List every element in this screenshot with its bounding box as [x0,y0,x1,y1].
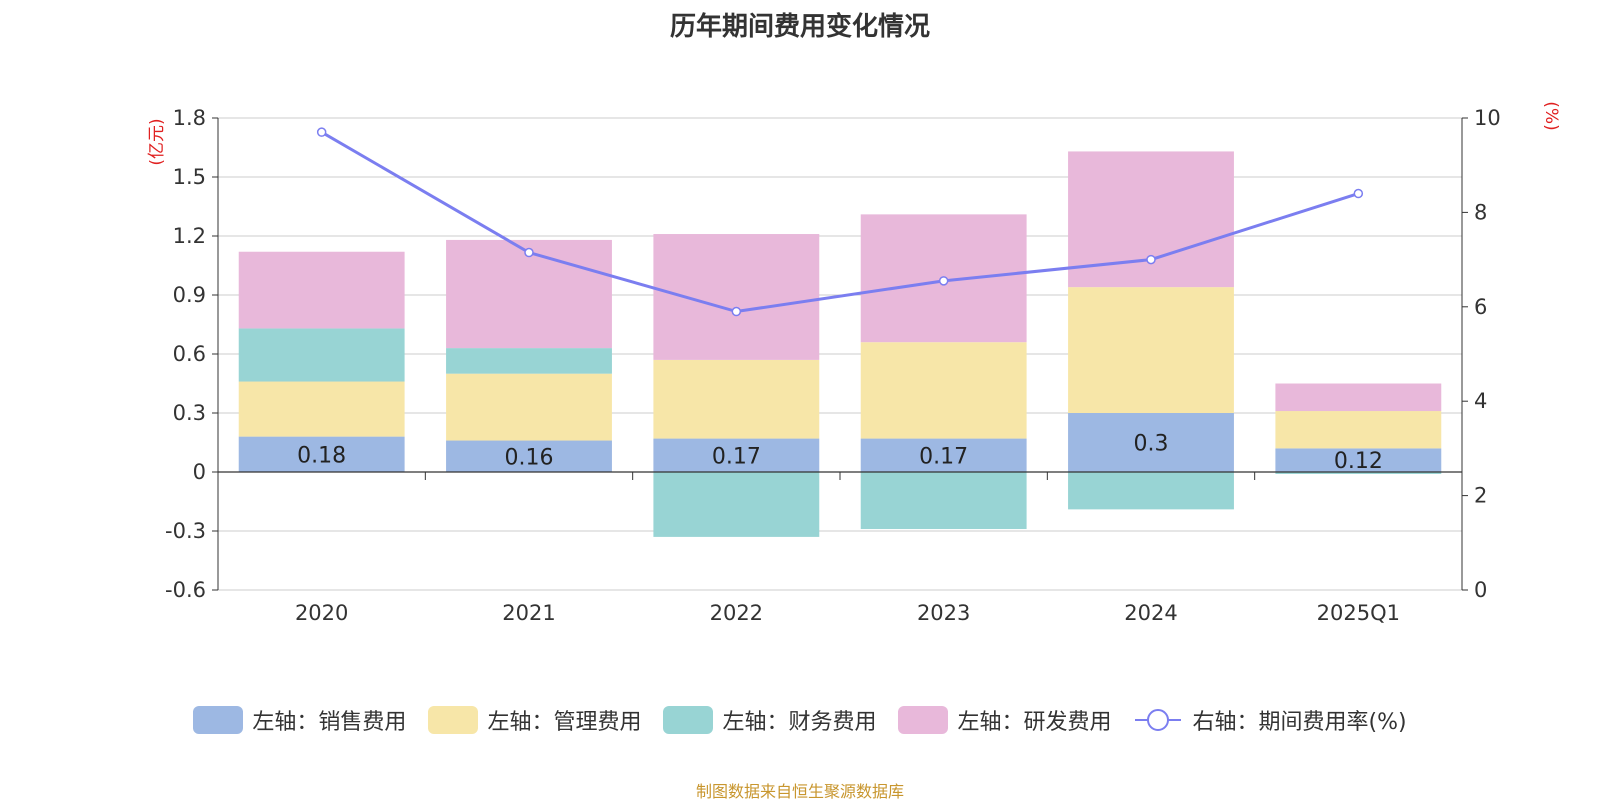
left-axis-tick-label: 1.5 [173,165,206,189]
legend-item[interactable]: 左轴：管理费用 [428,704,641,736]
bar-segment [446,373,612,441]
bar-segment [238,328,405,382]
bar-segment [1275,472,1442,474]
bar-data-label: 0.17 [919,444,968,469]
legend-swatch [663,706,714,734]
chart-plot: 1.8 1.5 1.2 0.9 0.6 0.3 0 -0.3 -0.6 10 8 6 4 2 0 (亿元) (%… [147,101,1561,625]
left-axis-tick-label: 0.9 [173,283,206,307]
x-axis-tick-label: 2022 [710,601,763,625]
left-axis-unit: (亿元) [147,118,167,165]
legend-label: 左轴：管理费用 [487,710,642,735]
legend-swatch [898,706,949,734]
legend-swatch [428,706,479,734]
bar-segment [1275,383,1442,412]
left-axis-tick-label: 1.2 [173,224,206,248]
right-axis-tick-label: 0 [1474,578,1487,602]
x-axis-tick-label: 2023 [917,601,970,625]
bar-segment [1275,411,1442,449]
left-axis-tick-label: 0.3 [173,401,206,425]
left-axis-tick-label: 0.6 [173,342,206,366]
bar-segment [1068,413,1234,472]
x-axis-tick-label: 2021 [502,601,555,625]
x-axis-tick-label: 2025Q1 [1317,601,1400,625]
right-axis-tick-label: 8 [1474,200,1487,224]
rate-point [1353,188,1364,199]
left-axis-tick-label: -0.6 [165,578,206,602]
rate-point [524,247,534,258]
bar-data-label: 0.18 [297,443,346,468]
bar-segment [653,472,820,537]
bar-segment [238,381,405,437]
bar-segment [653,234,820,360]
rate-point [1146,254,1156,265]
bar-segment [1068,472,1234,510]
legend-label: 右轴：期间费用率(%) [1192,710,1407,735]
left-axis-tick-label: 0 [193,460,206,484]
bar-data-label: 0.3 [1134,432,1169,457]
rate-line [320,130,1359,314]
bar-segment [446,239,612,349]
right-axis-tick-label: 10 [1474,106,1501,130]
bar-data-label: 0.12 [1334,449,1383,474]
left-axis-tick-label: -0.3 [165,519,206,543]
legend-label: 左轴：销售费用 [252,710,407,735]
left-axis-tick-label: 1.8 [173,106,206,130]
bar-segment [860,472,1027,530]
bar-segment [238,436,405,472]
rate-point [731,306,742,317]
bar-segment [1068,287,1234,413]
bar-segment [860,342,1027,439]
bar-segment [653,438,820,472]
bar-segment [860,438,1027,472]
chart-legend: 左轴：销售费用 左轴：管理费用 左轴：财务费用 左轴：研发费用 右轴：期间费用率(%) [0,704,1600,736]
bar-segment [446,440,612,472]
legend-item[interactable]: 左轴：研发费用 [898,704,1111,736]
legend-line-swatch [1135,709,1182,731]
x-axis-tick-label: 2020 [295,601,348,625]
right-axis-tick-label: 6 [1474,295,1487,319]
data-source-note: 制图数据来自恒生聚源数据库 [695,782,904,801]
bar-segment [1275,448,1442,472]
bar-segment [238,251,405,329]
right-axis-tick-label: 2 [1474,484,1487,508]
legend-label: 左轴：研发费用 [957,710,1112,735]
x-axis-tick-label: 2024 [1124,601,1177,625]
bar-data-label: 0.16 [505,445,554,470]
bar-segment [446,348,612,374]
chart-title: 历年期间费用变化情况 [669,12,930,42]
legend-label: 左轴：财务费用 [722,710,877,735]
rate-point [316,127,327,137]
legend-item[interactable]: 右轴：期间费用率(%) [1133,704,1407,736]
bar-data-label: 0.17 [712,444,761,469]
right-axis-unit: (%) [1541,101,1561,130]
legend-swatch [193,706,244,734]
right-axis-tick-label: 4 [1474,389,1487,413]
legend-item[interactable]: 左轴：财务费用 [663,704,876,736]
bar-segment [653,359,820,439]
legend-item[interactable]: 左轴：销售费用 [193,704,406,736]
rate-point [938,276,949,286]
